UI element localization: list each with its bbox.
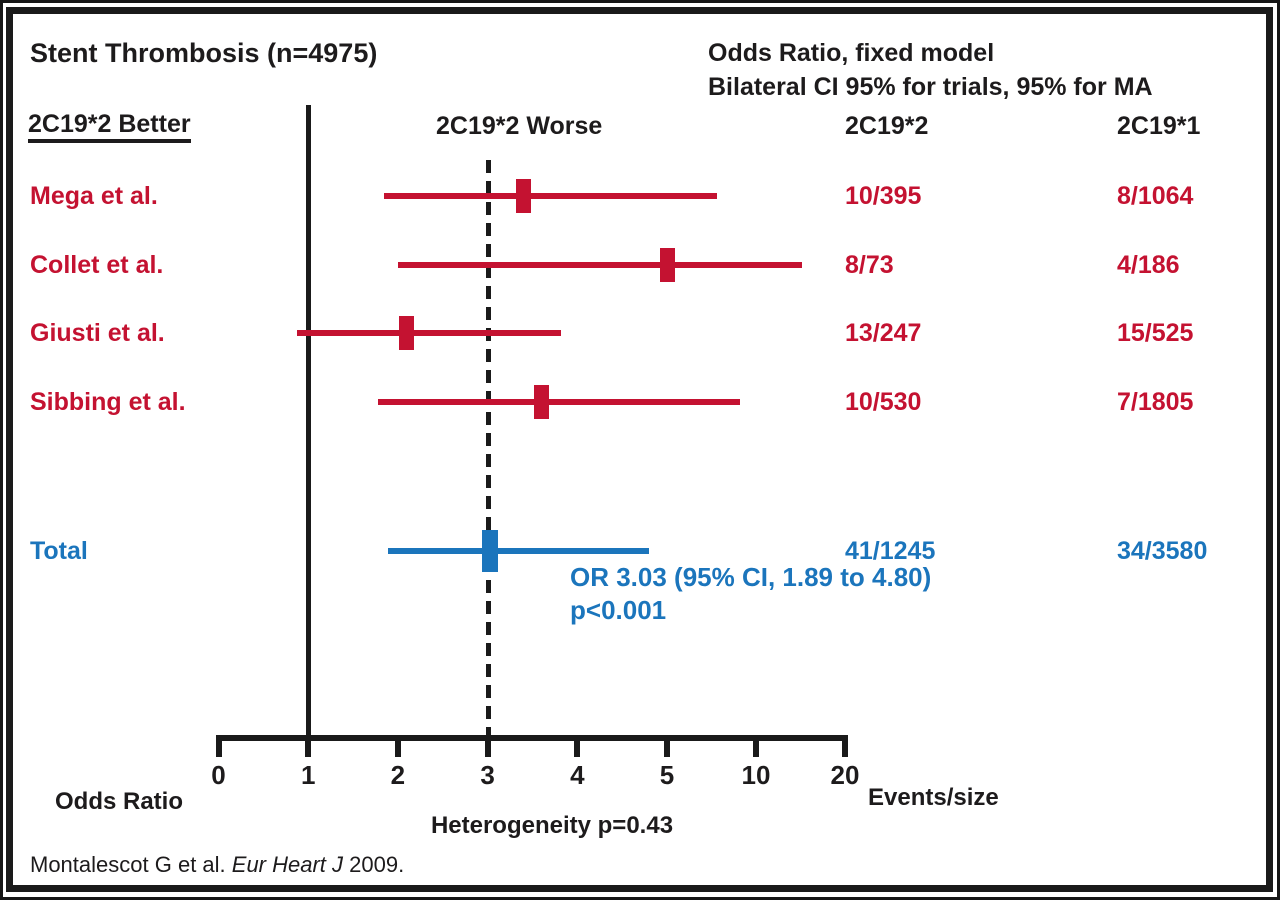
study-row-label: Giusti et al. (30, 319, 165, 348)
x-axis-tick (753, 735, 759, 757)
or-marker (533, 385, 549, 420)
study-row-label: Collet et al. (30, 250, 164, 279)
model-header-line2: Bilateral CI 95% for trials, 95% for MA (708, 73, 1153, 101)
reference-line-or1 (305, 105, 311, 741)
x-axis-tick-label: 1 (300, 760, 316, 790)
x-axis-tick-label: 10 (741, 760, 771, 790)
x-axis-tick (574, 735, 581, 757)
x-axis-title: Odds Ratio (55, 788, 184, 815)
total-row-label: Total (30, 537, 88, 565)
column-header-worse: 2C19*2 Worse (436, 112, 603, 140)
summary-pvalue: p<0.001 (570, 595, 667, 625)
x-axis-tick (664, 735, 670, 757)
citation-journal: Eur Heart J (231, 852, 344, 877)
events-variant-value: 41/1245 (845, 537, 936, 565)
x-axis-tick (215, 735, 222, 757)
column-header-variant: 2C19*2 (845, 112, 929, 140)
study-row-label: Mega et al. (30, 182, 158, 210)
events-size-label: Events/size (868, 784, 999, 811)
dashed-line-overall-or (486, 160, 492, 741)
x-axis-tick (394, 735, 401, 757)
ci-line (378, 399, 740, 406)
x-axis-tick-label: 3 (480, 760, 495, 790)
events-wildtype-value: 4/186 (1117, 250, 1180, 279)
x-axis-tick (305, 735, 312, 757)
events-wildtype-value: 34/3580 (1117, 537, 1208, 565)
x-axis-tick (842, 735, 848, 757)
events-variant-value: 13/247 (845, 319, 922, 348)
heterogeneity-label: Heterogeneity p=0.43 (430, 812, 674, 839)
events-variant-value: 10/530 (845, 388, 922, 417)
citation: Montalescot G et al. Eur Heart J 2009. (30, 852, 404, 878)
x-axis-tick-label: 2 (390, 760, 406, 790)
or-marker (482, 530, 499, 572)
summary-or-ci: OR 3.03 (95% CI, 1.89 to 4.80) (570, 562, 932, 592)
events-variant-value: 8/73 (845, 250, 894, 279)
x-axis-line (216, 735, 848, 741)
x-axis-tick-label: 4 (570, 760, 585, 790)
x-axis-tick (484, 735, 491, 757)
model-header-line1: Odds Ratio, fixed model (708, 39, 995, 67)
events-variant-value: 10/395 (845, 182, 922, 210)
or-marker (515, 179, 531, 213)
x-axis-tick-label: 20 (830, 760, 860, 790)
x-axis-tick-label: 5 (659, 760, 675, 790)
model-header: Odds Ratio, fixed model Bilateral CI 95%… (708, 36, 1153, 104)
or-marker (659, 247, 675, 282)
ci-line (296, 330, 562, 337)
citation-prefix: Montalescot G et al. (30, 852, 232, 877)
ci-line (388, 548, 650, 554)
or-marker (399, 316, 415, 351)
ci-line (384, 193, 717, 199)
study-row-label: Sibbing et al. (30, 388, 186, 417)
summary-block: OR 3.03 (95% CI, 1.89 to 4.80) p<0.001 (570, 561, 931, 627)
column-header-wildtype: 2C19*1 (1117, 112, 1201, 140)
x-axis-tick-label: 0 (211, 760, 226, 790)
citation-suffix: 2009. (343, 852, 405, 877)
ci-line (397, 261, 803, 268)
column-header-better: 2C19*2 Better (28, 110, 191, 143)
events-wildtype-value: 15/525 (1117, 319, 1194, 348)
page-title: Stent Thrombosis (n=4975) (30, 38, 378, 68)
events-wildtype-value: 7/1805 (1117, 388, 1194, 417)
events-wildtype-value: 8/1064 (1117, 182, 1194, 210)
